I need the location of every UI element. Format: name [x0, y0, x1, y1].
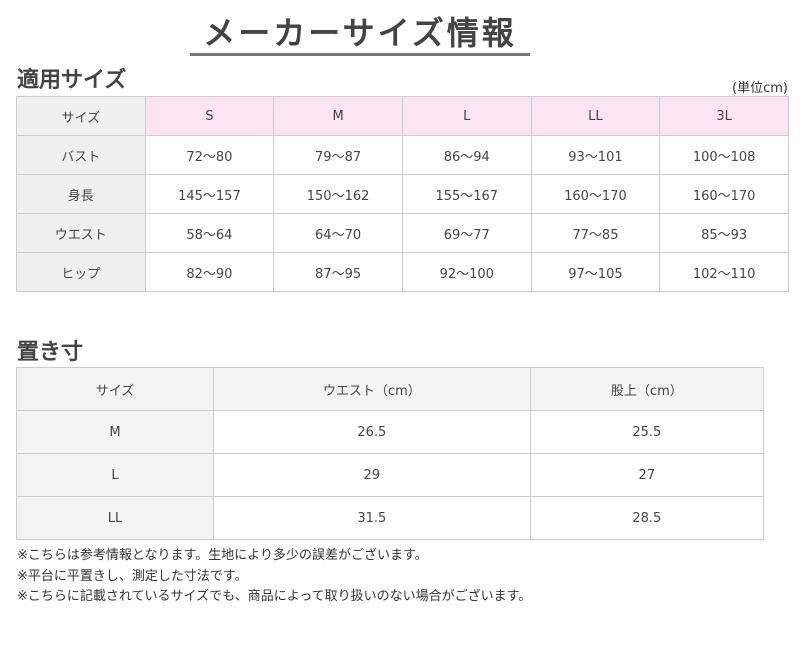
- table-row: L 29 27: [16, 453, 765, 497]
- table-cell: 69〜77: [401, 213, 532, 253]
- table-cell: 97〜105: [530, 252, 661, 292]
- table-cell: 79〜87: [273, 135, 403, 175]
- header-cell: 3L: [659, 96, 789, 136]
- note: ※こちらは参考情報となります。生地により多少の誤差がございます。: [17, 548, 428, 563]
- header-cell: LL: [530, 96, 661, 136]
- table-cell: 160〜170: [530, 174, 661, 214]
- table-cell: 100〜108: [659, 135, 789, 175]
- table-cell: 93〜101: [530, 135, 661, 175]
- table-cell: 77〜85: [530, 213, 661, 253]
- table-row: ヒップ 82〜90 87〜95 92〜100 97〜105 102〜110: [16, 252, 789, 292]
- table-row: LL 31.5 28.5: [16, 496, 765, 540]
- table-cell: 72〜80: [144, 135, 275, 175]
- note: ※平台に平置きし、測定した寸法です。: [17, 568, 248, 584]
- notes: ※こちらは参考情報となります。生地により多少の誤差がございます。 ※平台に平置き…: [17, 546, 531, 608]
- table-row: ウエスト 58〜64 64〜70 69〜77 77〜85 85〜93: [16, 213, 789, 253]
- header-cell: L: [401, 96, 532, 136]
- table-cell: 25.5: [529, 410, 765, 454]
- table-cell: 64〜70: [273, 213, 403, 253]
- header-cell: M: [273, 96, 403, 136]
- page-title: メーカーサイズ情報: [203, 14, 517, 52]
- table-cell: 102〜110: [659, 252, 789, 292]
- table-cell: 86〜94: [401, 135, 532, 175]
- header-cell: サイズ: [16, 96, 146, 136]
- table-cell: 29: [213, 453, 531, 497]
- row-label-cell: L: [16, 453, 214, 497]
- header-row: サイズ ウエスト（cm） 股上（cm）: [16, 367, 765, 411]
- table-cell: 92〜100: [401, 252, 532, 292]
- header-cell: S: [144, 96, 275, 136]
- section-heading-flat-measurements: 置き寸: [17, 340, 84, 365]
- title-underline: [190, 53, 530, 56]
- table-cell: 26.5: [213, 410, 531, 454]
- row-label-cell: ウエスト: [16, 213, 146, 253]
- table-row: 身長 145〜157 150〜162 155〜167 160〜170 160〜170: [16, 174, 789, 214]
- header-cell: ウエスト（cm）: [213, 367, 531, 411]
- header-cell: サイズ: [16, 367, 214, 411]
- row-label-cell: M: [16, 410, 214, 454]
- table-cell: 28.5: [529, 496, 765, 540]
- applicable-size-table: サイズ S M L LL 3L バスト 72〜80 79〜87 86〜94 93〜101 100〜10…: [16, 96, 789, 292]
- row-label-cell: LL: [16, 496, 214, 540]
- header-cell: 股上（cm）: [529, 367, 765, 411]
- table-cell: 58〜64: [144, 213, 275, 253]
- section-heading-applicable-size: 適用サイズ: [17, 68, 127, 93]
- table-cell: 82〜90: [144, 252, 275, 292]
- table-cell: 150〜162: [273, 174, 403, 214]
- table-cell: 160〜170: [659, 174, 789, 214]
- flat-measurement-table: サイズ ウエスト（cm） 股上（cm） M 26.5 25.5 L 29 27 LL 31.5 28.…: [16, 367, 765, 540]
- header-row: サイズ S M L LL 3L: [16, 96, 789, 136]
- table-cell: 155〜167: [401, 174, 532, 214]
- table-cell: 145〜157: [144, 174, 275, 214]
- row-label-cell: バスト: [16, 135, 146, 175]
- table-cell: 85〜93: [659, 213, 789, 253]
- note: ※こちらに記載されているサイズでも、商品によって取り扱いのない場合がございます。: [17, 589, 532, 604]
- unit-label: (単位cm): [732, 81, 788, 96]
- row-label-cell: ヒップ: [16, 252, 146, 292]
- table-cell: 31.5: [213, 496, 531, 540]
- row-label-cell: 身長: [16, 174, 146, 214]
- table-cell: 87〜95: [273, 252, 403, 292]
- table-row: バスト 72〜80 79〜87 86〜94 93〜101 100〜108: [16, 135, 789, 175]
- table-row: M 26.5 25.5: [16, 410, 765, 454]
- table-cell: 27: [529, 453, 765, 497]
